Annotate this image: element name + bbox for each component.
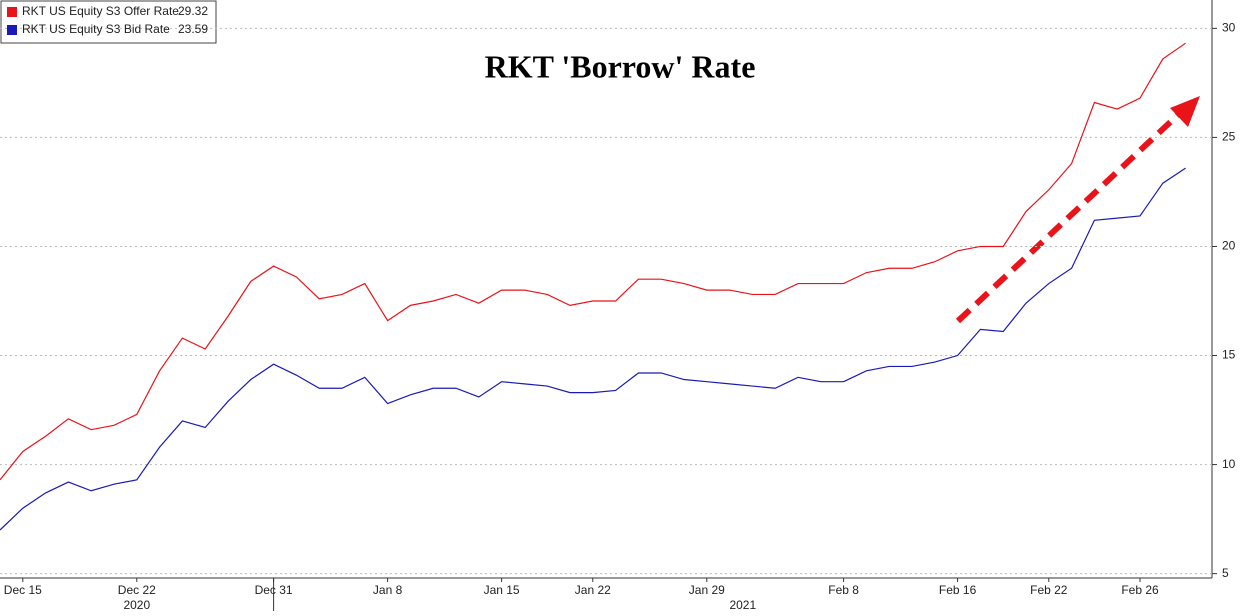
y-tick-label: 30 (1222, 21, 1236, 35)
chart-title: RKT 'Borrow' Rate (485, 48, 756, 84)
year-label: 2020 (123, 598, 150, 611)
x-tick-label: Feb 16 (939, 583, 977, 597)
legend-box (0, 0, 217, 44)
x-tick-label: Jan 29 (689, 583, 725, 597)
y-tick-label: 10 (1222, 457, 1236, 471)
y-tick-label: 15 (1222, 348, 1236, 362)
x-tick-label: Feb 8 (828, 583, 859, 597)
line-series (0, 42, 1186, 481)
y-tick-label: 20 (1222, 239, 1236, 253)
x-tick-label: Dec 15 (4, 583, 42, 597)
legend-value: 23.59 (178, 22, 208, 36)
x-tick-label: Feb 26 (1121, 583, 1159, 597)
x-tick-label: Jan 15 (484, 583, 520, 597)
trend-arrow (955, 96, 1200, 324)
y-tick-label: 5 (1222, 566, 1229, 580)
legend-swatch (7, 7, 17, 17)
line-series (0, 167, 1186, 531)
legend-swatch (7, 25, 17, 35)
x-tick-label: Feb 22 (1030, 583, 1068, 597)
x-tick-label: Jan 22 (575, 583, 611, 597)
legend-value: 29.32 (178, 4, 208, 18)
y-tick-label: 25 (1222, 130, 1236, 144)
x-tick-label: Dec 22 (118, 583, 156, 597)
legend-label: RKT US Equity S3 Bid Rate (22, 22, 170, 36)
legend-label: RKT US Equity S3 Offer Rate (22, 4, 179, 18)
year-label: 2021 (729, 598, 756, 611)
x-tick-label: Jan 8 (373, 583, 403, 597)
